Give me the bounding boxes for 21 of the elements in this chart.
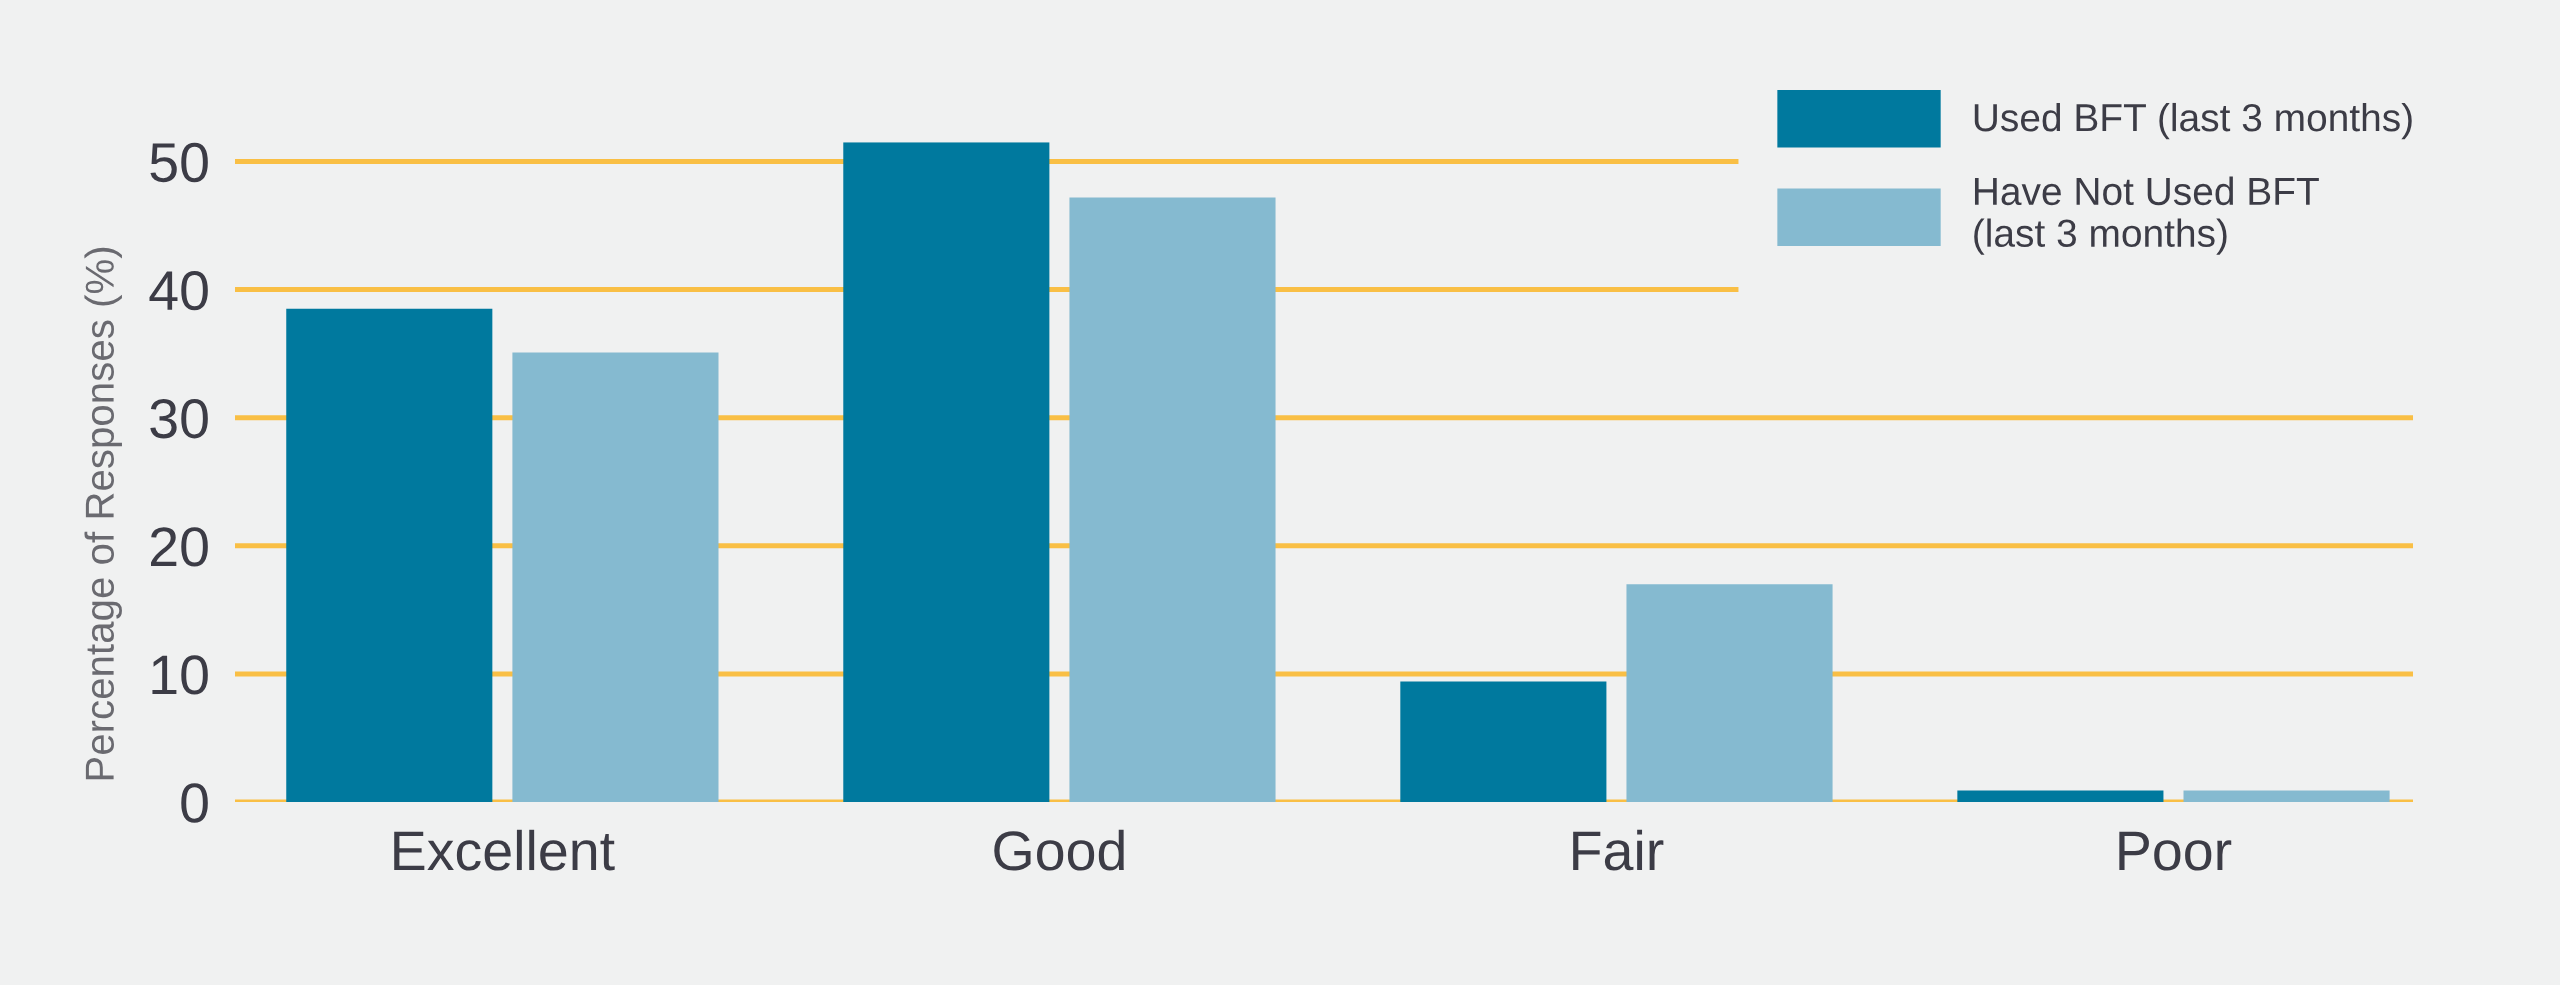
bar	[1400, 681, 1607, 802]
x-tick-label: Good	[994, 829, 1124, 871]
y-axis-title: Percentage of Responses (%)	[84, 247, 122, 780]
x-tick-label: Fair	[1573, 829, 1664, 871]
x-tick-label: Excellent	[394, 829, 615, 871]
bar	[1957, 790, 2164, 802]
y-tick-label: 50	[150, 142, 208, 183]
legend-label: Used BFT (last 3 months)	[1974, 102, 2412, 140]
bar	[1626, 584, 1833, 802]
y-tick-label: 20	[151, 527, 208, 567]
bar	[1069, 197, 1276, 802]
bar	[843, 142, 1050, 802]
bar	[286, 308, 493, 802]
y-tick-label: 30	[150, 399, 208, 439]
y-tick-label: 40	[149, 270, 208, 311]
bar	[512, 352, 719, 802]
legend-label: Have Not Used BFT (last 3 months)	[1974, 176, 2319, 255]
x-tick-label: Poor	[2119, 831, 2232, 871]
y-tick-label: 0	[181, 783, 208, 823]
y-tick-label: 10	[152, 655, 208, 695]
bar	[2183, 790, 2390, 802]
